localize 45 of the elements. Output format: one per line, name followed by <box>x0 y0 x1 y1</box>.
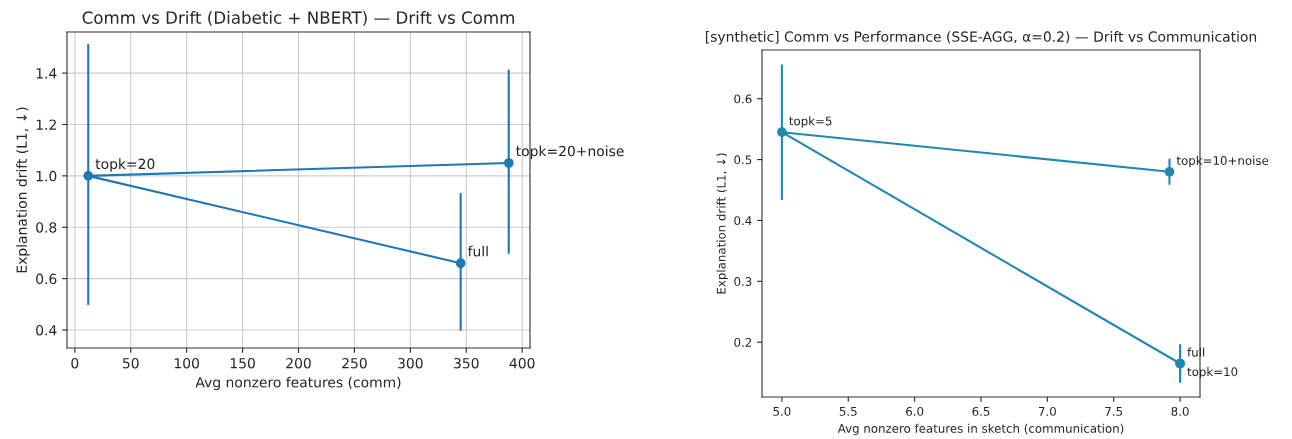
y-tick-label: 0.3 <box>734 277 752 286</box>
x-tick-label: 5.0 <box>773 406 791 416</box>
annotation: full <box>1187 347 1205 357</box>
y-tick-label: 0.6 <box>36 273 57 285</box>
y-tick-label: 0.5 <box>734 155 752 165</box>
point <box>503 158 514 168</box>
point <box>1164 166 1175 177</box>
annotation: topk=5 <box>789 116 832 128</box>
y-tick-label: 1.2 <box>36 119 56 130</box>
point <box>83 171 94 181</box>
y-tick-label: 0.4 <box>36 324 57 336</box>
x-tick-label: 200 <box>286 357 311 369</box>
x-tick-label: 5.5 <box>839 407 857 416</box>
y-axis-title: Explanation drift (L1, ↓) <box>16 107 30 273</box>
y-tick-label: 1.4 <box>36 68 57 79</box>
y-axis-title: Explanation drift (L1, ↓) <box>716 153 728 294</box>
x-tick-label: 250 <box>342 357 367 369</box>
annotation: topk=20 <box>95 158 155 172</box>
annotation: topk=20+noise <box>516 145 624 159</box>
y-tick-label: 0.8 <box>36 222 57 233</box>
x-tick-label: 100 <box>174 357 199 369</box>
x-axis-title: Avg nonzero features in sketch (communication) <box>837 423 1124 436</box>
chart-title: [synthetic] Comm vs Performance (SSE-AGG, α=0.2) — Drift vs Communication <box>705 31 1257 45</box>
x-tick-label: 350 <box>454 357 479 369</box>
annotation: topk=10+noise <box>1176 155 1269 168</box>
x-tick-label: 150 <box>230 357 255 369</box>
point <box>777 127 787 138</box>
x-tick-label: 400 <box>509 357 535 369</box>
annotation: topk=10 <box>1187 367 1238 379</box>
y-tick-label: 1.0 <box>36 170 57 182</box>
x-tick-label: 6.0 <box>906 406 924 416</box>
point <box>455 258 466 269</box>
y-tick-label: 0.6 <box>734 94 752 104</box>
x-tick-label: 50 <box>122 357 139 369</box>
x-tick-label: 7.5 <box>1105 407 1123 416</box>
y-tick-label: 0.2 <box>734 337 752 347</box>
annotation: full <box>467 245 488 257</box>
x-tick-label: 300 <box>398 357 423 369</box>
x-axis-title: Avg nonzero features (comm) <box>195 376 401 391</box>
y-tick-label: 0.4 <box>734 216 752 226</box>
x-tick-label: 6.5 <box>972 406 990 416</box>
x-tick-label: 8.0 <box>1171 406 1189 416</box>
x-tick-label: 0 <box>71 357 79 369</box>
chart-title: Comm vs Drift (Diabetic + NBERT) — Drift vs Comm <box>82 11 514 26</box>
x-tick-label: 7.0 <box>1038 406 1056 416</box>
